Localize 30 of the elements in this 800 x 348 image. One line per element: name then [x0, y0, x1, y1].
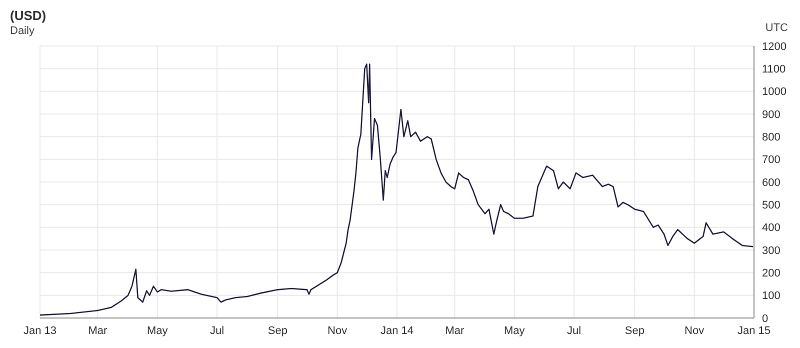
x-tick-label: Mar: [445, 324, 465, 337]
y-tick-label: 900: [762, 108, 780, 121]
y-tick-label: 100: [762, 290, 780, 302]
y-tick-label: 1200: [762, 40, 786, 53]
x-tick-label: Mar: [88, 324, 108, 337]
y-tick-label: 700: [762, 154, 780, 166]
x-tick-label: Nov: [328, 324, 348, 337]
y-tick-label: 600: [762, 176, 780, 189]
y-tick-label: 0: [762, 312, 768, 325]
y-tick-label: 1100: [762, 64, 786, 76]
x-tick-label: May: [504, 324, 526, 337]
x-tick-label: Jan 13: [23, 324, 57, 337]
y-tick-label: 400: [762, 222, 780, 234]
x-tick-label: Nov: [684, 324, 705, 337]
y-tick-label: 300: [762, 244, 780, 257]
y-tick-label: 1000: [762, 86, 786, 98]
line-series: [40, 63, 754, 316]
x-tick-label: Jan 15: [737, 324, 771, 337]
y-tick-label: 200: [762, 268, 780, 280]
x-tick-label: Jul: [210, 324, 224, 337]
text: UTC: [765, 22, 788, 34]
x-tick-label: Jan 14: [380, 324, 414, 337]
chart-title: (USD): [10, 8, 46, 23]
x-tick-label: Sep: [624, 324, 644, 337]
y-tick-label: 800: [762, 132, 780, 144]
x-tick-label: Jul: [567, 324, 582, 337]
chart-subtitle: Daily: [10, 25, 34, 37]
y-tick-label: 500: [762, 200, 780, 212]
x-tick-label: May: [146, 324, 168, 337]
x-tick-label: Sep: [268, 324, 288, 337]
